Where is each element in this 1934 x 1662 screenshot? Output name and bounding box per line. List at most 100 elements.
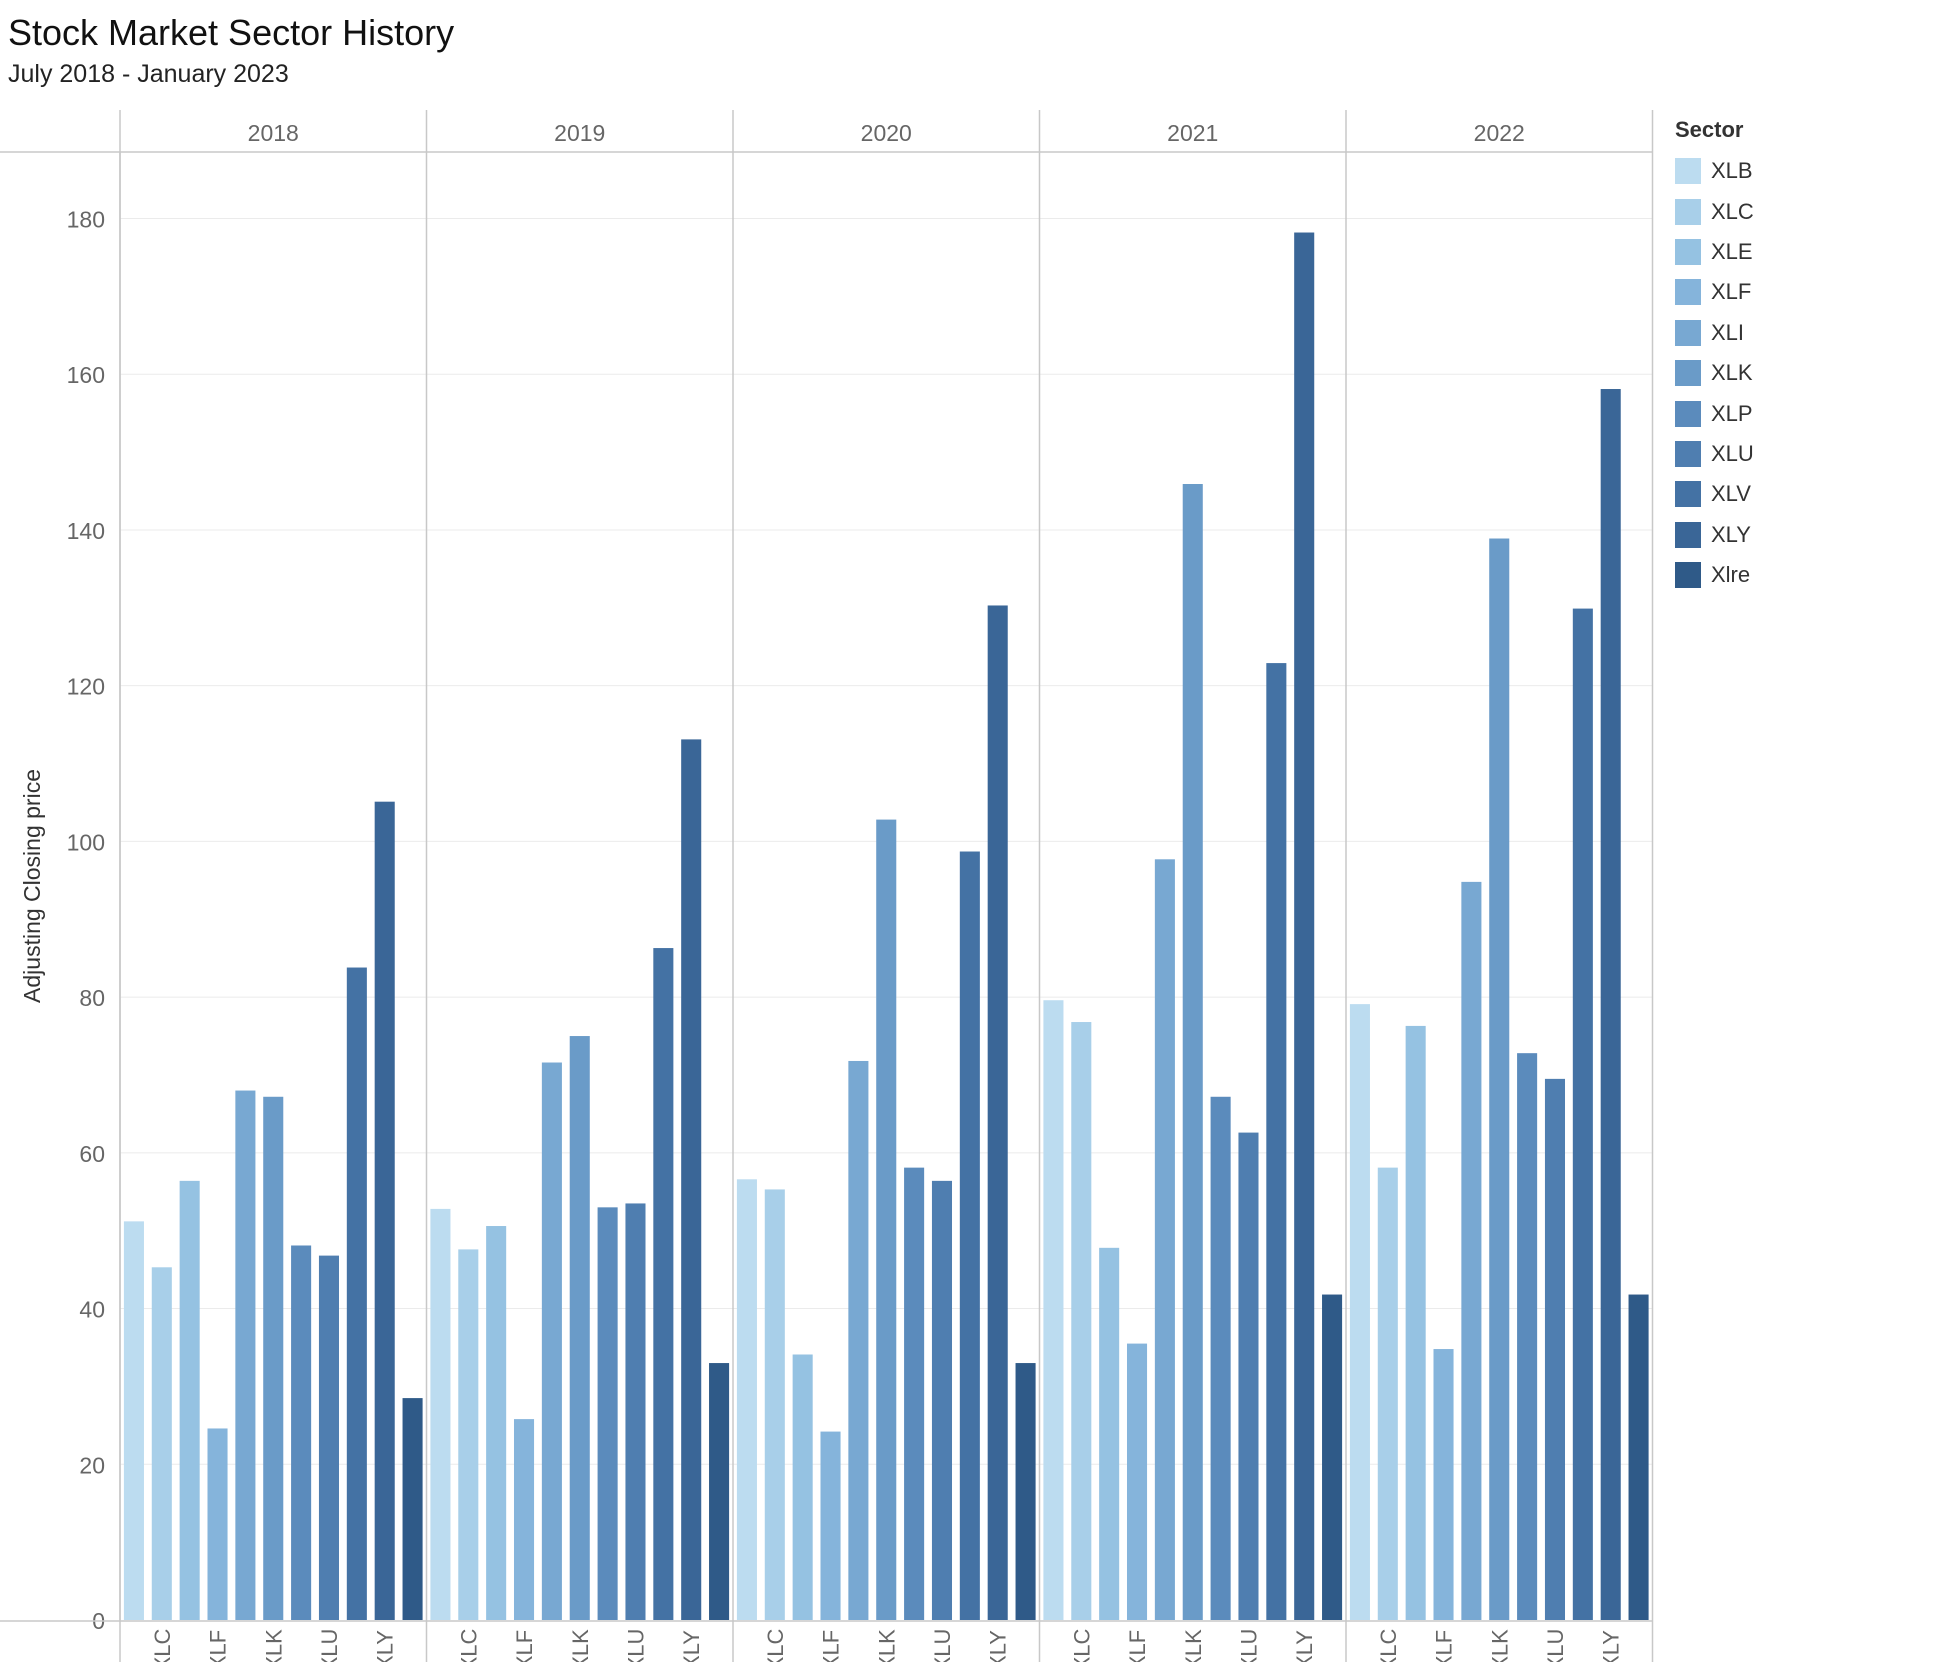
panel-header-2022: 2022: [1474, 120, 1525, 146]
bar-2019-XLF: [513, 1419, 535, 1620]
x-tick-label: XLF: [1432, 1630, 1457, 1662]
bar-2020-XLK: [876, 819, 897, 1620]
bar-2019-XLE: [486, 1226, 507, 1620]
legend-swatch: [1675, 158, 1701, 185]
legend: Sector XLB XLC XLE XLF XLI XLK XLP XLU XLV XLY Xlr…: [1675, 117, 1754, 595]
bar-2020-XLF: [820, 1431, 841, 1620]
x-tick-label: XLY: [1599, 1630, 1624, 1662]
x-tick-label: XLY: [373, 1630, 398, 1662]
legend-swatch: [1675, 481, 1701, 508]
bar-2021-Xlre: [1322, 1294, 1343, 1620]
panel-header-2019: 2019: [554, 120, 605, 146]
chart-title: Stock Market Sector History: [8, 12, 455, 53]
x-tick-label: XLU: [317, 1629, 342, 1662]
legend-item[interactable]: XLB: [1675, 151, 1754, 191]
legend-label: Xlre: [1711, 562, 1751, 588]
panel-header-2018: 2018: [248, 120, 299, 146]
legend-label: XLK: [1711, 360, 1753, 386]
legend-item[interactable]: XLU: [1675, 434, 1754, 474]
legend-label: XLE: [1711, 238, 1753, 264]
bar-2022-XLP: [1517, 1053, 1538, 1620]
bar-2022-XLU: [1544, 1078, 1566, 1620]
x-tick-label: XLK: [568, 1629, 593, 1662]
bar-2021-XLB: [1043, 1000, 1064, 1620]
y-tick-label: 40: [79, 1297, 105, 1323]
bar-2019-XLK: [569, 1036, 590, 1620]
bar-2021-XLV: [1266, 663, 1287, 1620]
legend-swatch: [1675, 562, 1701, 589]
x-tick-label: XLU: [1543, 1629, 1568, 1662]
x-tick-label: XLK: [261, 1629, 286, 1662]
y-tick-label: 180: [67, 207, 105, 233]
bar-2022-XLE: [1405, 1025, 1426, 1620]
bar-2021-XLP: [1210, 1096, 1231, 1620]
legend-label: XLY: [1711, 521, 1751, 547]
legend-item[interactable]: XLK: [1675, 353, 1754, 393]
x-tick-label: XLC: [1069, 1628, 1094, 1662]
legend-swatch: [1675, 319, 1701, 346]
y-axis-title: Adjusting Closing price: [19, 769, 45, 1003]
panel-header-2020: 2020: [861, 120, 912, 146]
legend-label: XLV: [1711, 481, 1751, 507]
bar-2019-XLC: [458, 1249, 479, 1620]
x-tick-label: XLK: [1487, 1629, 1512, 1662]
x-tick-label: XLU: [930, 1629, 955, 1662]
bar-2020-XLP: [904, 1167, 925, 1620]
bar-2022-Xlre: [1628, 1294, 1649, 1620]
legend-swatch: [1675, 238, 1701, 265]
x-tick-label: XLU: [623, 1629, 648, 1662]
bar-2021-XLF: [1126, 1343, 1148, 1620]
bar-2020-XLB: [736, 1179, 757, 1620]
legend-swatch: [1675, 440, 1701, 467]
legend-item[interactable]: XLF: [1675, 272, 1754, 312]
legend-item[interactable]: Xlre: [1675, 555, 1754, 595]
legend-label: XLI: [1711, 319, 1745, 345]
y-tick-label: 60: [79, 1141, 105, 1167]
legend-swatch: [1675, 521, 1701, 548]
legend-item[interactable]: XLC: [1675, 191, 1754, 231]
x-tick-label: XLK: [874, 1629, 899, 1662]
bar-2018-XLV: [346, 967, 367, 1620]
bar-2022-XLC: [1377, 1167, 1398, 1620]
legend-item[interactable]: XLY: [1675, 515, 1754, 555]
chart-subtitle: July 2018 - January 2023: [8, 60, 289, 88]
legend-item[interactable]: XLV: [1675, 474, 1754, 514]
x-tick-label: XLK: [1181, 1629, 1206, 1662]
bar-2020-XLU: [931, 1180, 953, 1620]
legend-swatch: [1675, 198, 1701, 225]
bar-2019-XLP: [597, 1207, 618, 1620]
legend-item[interactable]: XLP: [1675, 393, 1754, 433]
legend-label: XLF: [1711, 279, 1752, 305]
bar-2022-XLI: [1461, 881, 1482, 1620]
x-tick-label: XLF: [1125, 1630, 1150, 1662]
y-tick-label: 160: [67, 362, 105, 388]
bar-2018-XLK: [263, 1096, 284, 1620]
bar-2019-XLI: [541, 1062, 562, 1620]
x-tick-label: XLY: [679, 1630, 704, 1662]
x-tick-label: XLC: [1376, 1628, 1401, 1662]
bar-2021-XLI: [1154, 859, 1175, 1620]
legend-swatch: [1675, 360, 1701, 387]
legend-label: XLB: [1711, 158, 1753, 184]
bar-2018-Xlre: [402, 1398, 423, 1620]
bar-2020-XLC: [764, 1189, 785, 1620]
legend-swatch: [1675, 279, 1701, 306]
bar-2019-XLU: [625, 1203, 646, 1620]
y-tick-label: 100: [67, 829, 105, 855]
bar-2018-XLI: [235, 1090, 256, 1620]
x-tick-label: XLC: [456, 1628, 481, 1662]
x-tick-label: XLF: [819, 1630, 844, 1662]
bar-2020-Xlre: [1015, 1363, 1036, 1620]
x-tick-label: XLU: [1236, 1629, 1261, 1662]
x-tick-label: XLF: [206, 1630, 231, 1662]
bar-2018-XLE: [179, 1180, 200, 1620]
bar-2019-XLV: [653, 948, 674, 1620]
bar-2022-XLK: [1489, 538, 1510, 1620]
legend-item[interactable]: XLI: [1675, 313, 1754, 353]
legend-title: Sector: [1675, 117, 1744, 142]
x-tick-label: XLF: [512, 1630, 537, 1662]
legend-items: XLB XLC XLE XLF XLI XLK XLP XLU XLV XLY Xlre: [1675, 151, 1754, 595]
y-tick-label: 120: [67, 674, 105, 700]
legend-item[interactable]: XLE: [1675, 232, 1754, 272]
legend-label: XLU: [1711, 440, 1754, 466]
